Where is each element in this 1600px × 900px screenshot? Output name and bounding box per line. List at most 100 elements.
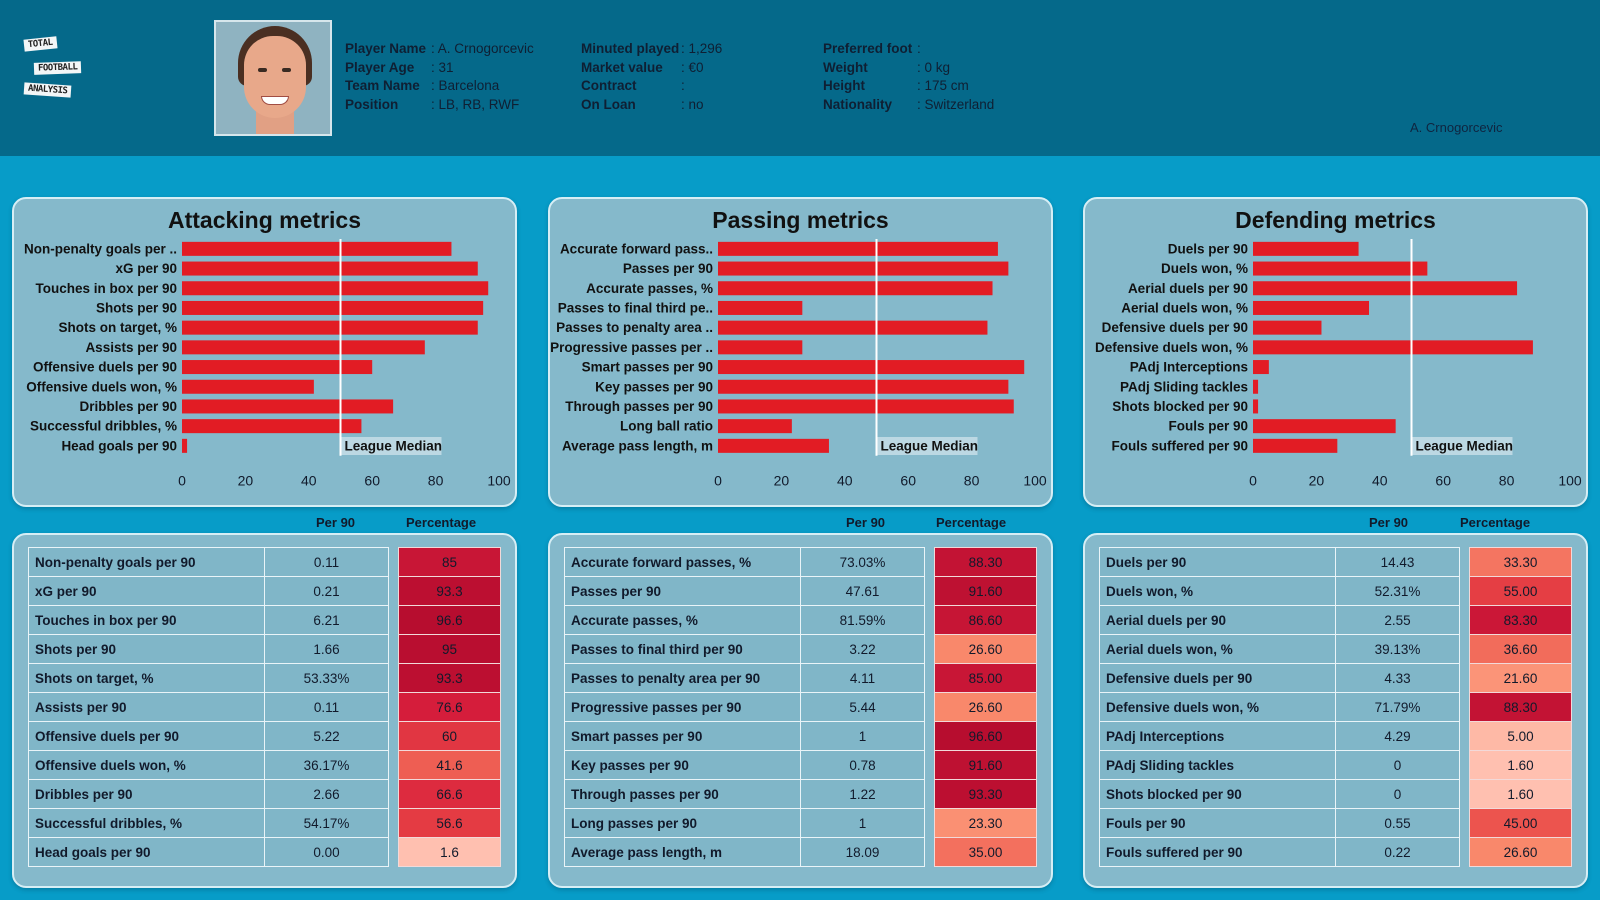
defending-metrics-chart-panel: Defending metrics Duels per 90 Duels won,… — [1083, 197, 1588, 507]
per90-value-cell: 18.09 — [800, 837, 925, 867]
category-label: Passes per 90 — [623, 261, 713, 276]
info-row: Preferred foot: — [823, 40, 994, 59]
per90-value-cell: 0.78 — [800, 750, 925, 780]
chart-title: Attacking metrics — [167, 207, 361, 233]
table-row: Shots blocked per 90 0 1.60 — [1099, 779, 1572, 809]
category-label: Aerial duels per 90 — [1128, 281, 1248, 296]
player-photo-eye — [258, 68, 267, 72]
column-spacer — [389, 548, 399, 577]
info-row: Contract: — [581, 77, 722, 96]
per90-value-cell: 0.21 — [264, 576, 389, 606]
bar — [718, 419, 792, 434]
info-label: Position — [345, 96, 399, 112]
bar — [182, 241, 452, 256]
attacking-stats-table: Non-penalty goals per 90 0.11 85 xG per 90 0… — [28, 547, 501, 867]
x-tick-label: 100 — [1558, 473, 1582, 489]
x-tick-label: 60 — [900, 473, 916, 489]
defending-metrics-chart: Duels per 90 Duels won, % Aerial duels per… — [1095, 239, 1582, 489]
passing-stats-table-panel: Accurate forward passes, % 73.03% 88.30 Pas… — [548, 533, 1053, 888]
column-spacer — [389, 606, 399, 635]
x-tick-label: 40 — [1372, 473, 1388, 489]
column-spacer — [389, 751, 399, 780]
per90-value-cell: 1.22 — [800, 779, 925, 809]
x-tick-label: 40 — [837, 473, 853, 489]
category-label: Offensive duels won, % — [26, 379, 177, 394]
percentage-cell: 36.60 — [1469, 634, 1572, 664]
defending-stats-table: Duels per 90 14.43 33.30 Duels won, % 52.31%… — [1099, 547, 1572, 867]
percentage-cell: 93.30 — [934, 779, 1037, 809]
metric-name-cell: xG per 90 — [28, 576, 265, 606]
attacking-metrics-chart: Non-penalty goals per .. xG per 90 Touches… — [24, 239, 511, 489]
x-tick-label: 40 — [301, 473, 317, 489]
category-label: xG per 90 — [115, 261, 177, 276]
bar — [718, 241, 998, 256]
metric-name-cell: Average pass length, m — [564, 837, 801, 867]
category-label: Offensive duels per 90 — [33, 360, 177, 375]
table-row: Non-penalty goals per 90 0.11 85 — [28, 547, 501, 577]
category-label: Accurate forward pass.. — [560, 241, 713, 256]
per90-value-cell: 39.13% — [1335, 634, 1460, 664]
percentage-cell: 45.00 — [1469, 808, 1572, 838]
table-row: Offensive duels won, % 36.17% 41.6 — [28, 750, 501, 780]
category-label: Key passes per 90 — [595, 379, 713, 394]
bar — [718, 281, 993, 296]
per90-value-cell: 54.17% — [264, 808, 389, 838]
table-row: PAdj Interceptions 4.29 5.00 — [1099, 721, 1572, 751]
passing-metrics-chart-panel: Passing metrics Accurate forward pass.. P… — [548, 197, 1053, 507]
per90-value-cell: 73.03% — [800, 547, 925, 577]
x-tick-label: 20 — [238, 473, 254, 489]
metric-name-cell: Smart passes per 90 — [564, 721, 801, 751]
per90-value-cell: 81.59% — [800, 605, 925, 635]
info-value: : — [917, 41, 921, 56]
category-label: Fouls per 90 — [1168, 419, 1248, 434]
info-value: : 1,296 — [681, 41, 723, 56]
metric-name-cell: Assists per 90 — [28, 692, 265, 722]
bar — [182, 379, 314, 394]
per90-value-cell: 0.22 — [1335, 837, 1460, 867]
per90-value-cell: 1 — [800, 808, 925, 838]
column-header-per90: Per 90 — [1369, 515, 1409, 530]
info-row: Nationality: Switzerland — [823, 96, 994, 115]
table-row: Passes to final third per 90 3.22 26.60 — [564, 634, 1037, 664]
x-tick-label: 60 — [364, 473, 380, 489]
per90-value-cell: 2.55 — [1335, 605, 1460, 635]
bar — [182, 438, 188, 453]
attacking-metrics-chart-panel: Attacking metrics Non-penalty goals per … — [12, 197, 517, 507]
category-label: Progressive passes per .. — [550, 340, 713, 355]
player-name-tag: A. Crnogorcevic — [1410, 120, 1503, 135]
per90-value-cell: 53.33% — [264, 663, 389, 693]
info-label: Team Name — [345, 78, 420, 93]
column-spacer — [1460, 693, 1470, 722]
logo-line: FOOTBALL — [33, 61, 82, 75]
bar — [1253, 438, 1338, 453]
bar — [1253, 419, 1396, 434]
info-label: Preferred foot — [823, 41, 913, 56]
bar — [1253, 360, 1269, 375]
metric-name-cell: Non-penalty goals per 90 — [28, 547, 265, 577]
category-label: Shots per 90 — [96, 300, 177, 315]
league-median-label-bg — [341, 437, 442, 455]
per90-value-cell: 4.11 — [800, 663, 925, 693]
info-row: Minuted played: 1,296 — [581, 40, 722, 59]
info-label: On Loan — [581, 96, 636, 112]
column-spacer — [1460, 809, 1470, 838]
category-label: Smart passes per 90 — [582, 360, 713, 375]
column-spacer — [389, 809, 399, 838]
category-label: Shots blocked per 90 — [1112, 399, 1248, 414]
bar — [182, 399, 394, 414]
table-row: Shots on target, % 53.33% 93.3 — [28, 663, 501, 693]
x-tick-label: 20 — [774, 473, 790, 489]
category-label: Head goals per 90 — [61, 438, 177, 453]
passing-stats-table: Accurate forward passes, % 73.03% 88.30 Pas… — [564, 547, 1037, 867]
x-tick-label: 0 — [714, 473, 722, 489]
column-spacer — [925, 751, 935, 780]
percentage-cell: 76.6 — [398, 692, 501, 722]
category-label: Duels won, % — [1161, 261, 1248, 276]
column-spacer — [389, 780, 399, 809]
metric-name-cell: Shots on target, % — [28, 663, 265, 693]
column-spacer — [389, 664, 399, 693]
percentage-cell: 95 — [398, 634, 501, 664]
metric-name-cell: Shots per 90 — [28, 634, 265, 664]
table-row: Average pass length, m 18.09 35.00 — [564, 837, 1037, 867]
percentage-cell: 1.60 — [1469, 750, 1572, 780]
